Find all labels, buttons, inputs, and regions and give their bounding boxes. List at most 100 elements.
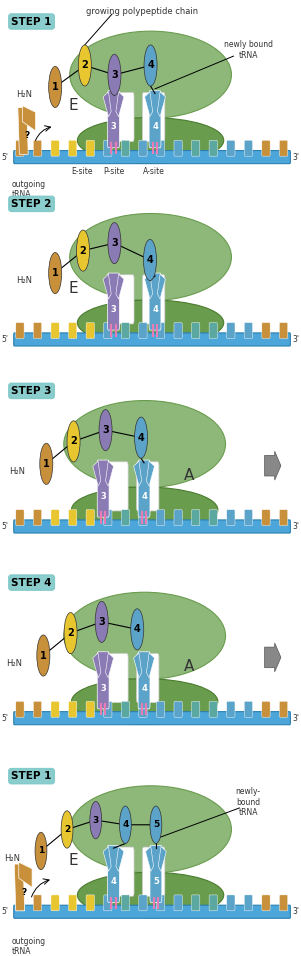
Text: growing polypeptide chain: growing polypeptide chain [85, 8, 198, 16]
FancyBboxPatch shape [108, 273, 119, 330]
FancyBboxPatch shape [191, 895, 200, 911]
Ellipse shape [70, 32, 231, 119]
FancyBboxPatch shape [174, 141, 182, 156]
Text: 3: 3 [102, 425, 109, 435]
Polygon shape [103, 274, 111, 299]
FancyBboxPatch shape [279, 895, 288, 911]
Ellipse shape [64, 401, 225, 488]
FancyBboxPatch shape [157, 322, 165, 338]
Text: 4: 4 [141, 684, 147, 692]
Text: 1: 1 [40, 650, 47, 661]
FancyBboxPatch shape [174, 510, 182, 526]
FancyBboxPatch shape [139, 895, 147, 911]
FancyBboxPatch shape [157, 895, 165, 911]
Text: 3: 3 [111, 305, 116, 314]
Text: 5': 5' [2, 714, 8, 723]
Text: 4: 4 [152, 305, 158, 314]
FancyBboxPatch shape [157, 510, 165, 526]
Text: E-site: E-site [72, 167, 93, 176]
Text: 5: 5 [153, 820, 159, 829]
FancyBboxPatch shape [112, 274, 134, 324]
Text: H₂N: H₂N [6, 659, 22, 667]
FancyBboxPatch shape [139, 702, 147, 717]
Polygon shape [134, 653, 142, 678]
Text: 4: 4 [138, 433, 144, 443]
FancyBboxPatch shape [209, 895, 217, 911]
Polygon shape [116, 846, 124, 871]
FancyBboxPatch shape [14, 711, 290, 725]
Polygon shape [106, 461, 113, 486]
FancyBboxPatch shape [209, 322, 217, 338]
FancyBboxPatch shape [191, 510, 200, 526]
FancyBboxPatch shape [262, 141, 270, 156]
Text: A-site: A-site [143, 167, 164, 176]
FancyBboxPatch shape [279, 141, 288, 156]
FancyBboxPatch shape [244, 141, 253, 156]
Ellipse shape [77, 300, 224, 345]
FancyBboxPatch shape [69, 510, 77, 526]
FancyBboxPatch shape [86, 895, 95, 911]
Circle shape [99, 409, 112, 450]
FancyBboxPatch shape [33, 895, 42, 911]
Text: 4: 4 [134, 624, 141, 635]
Polygon shape [106, 653, 113, 678]
FancyBboxPatch shape [139, 510, 147, 526]
FancyBboxPatch shape [14, 905, 290, 919]
FancyBboxPatch shape [33, 510, 42, 526]
Circle shape [67, 421, 80, 462]
FancyBboxPatch shape [104, 895, 112, 911]
FancyBboxPatch shape [104, 702, 112, 717]
FancyBboxPatch shape [104, 141, 112, 156]
Circle shape [61, 811, 73, 848]
FancyBboxPatch shape [86, 510, 95, 526]
FancyBboxPatch shape [262, 895, 270, 911]
FancyBboxPatch shape [137, 462, 159, 511]
Text: 5': 5' [2, 907, 8, 916]
FancyBboxPatch shape [104, 510, 112, 526]
Circle shape [95, 601, 108, 642]
FancyBboxPatch shape [157, 141, 165, 156]
Ellipse shape [71, 487, 218, 532]
FancyBboxPatch shape [149, 273, 161, 330]
Polygon shape [103, 92, 111, 117]
Text: A: A [184, 467, 194, 483]
Text: 3: 3 [100, 491, 106, 501]
Text: outgoing
tRNA: outgoing tRNA [11, 937, 45, 956]
FancyBboxPatch shape [16, 322, 24, 338]
Text: STEP 1: STEP 1 [11, 16, 52, 27]
FancyBboxPatch shape [244, 895, 253, 911]
Text: 4: 4 [147, 60, 154, 71]
FancyBboxPatch shape [69, 702, 77, 717]
FancyBboxPatch shape [191, 141, 200, 156]
Text: 3': 3' [293, 153, 300, 162]
Text: 5': 5' [2, 335, 8, 344]
Text: 1: 1 [38, 846, 44, 856]
Text: 3': 3' [293, 335, 300, 344]
FancyBboxPatch shape [227, 141, 235, 156]
Text: P-site: P-site [103, 167, 124, 176]
Text: 1: 1 [43, 459, 50, 468]
Text: newly-
bound
tRNA: newly- bound tRNA [236, 788, 261, 817]
Text: 3: 3 [98, 617, 105, 627]
FancyBboxPatch shape [279, 322, 288, 338]
Text: H₂N: H₂N [9, 467, 25, 476]
Text: 1: 1 [52, 82, 59, 92]
FancyBboxPatch shape [227, 510, 235, 526]
FancyBboxPatch shape [209, 510, 217, 526]
FancyBboxPatch shape [51, 510, 59, 526]
FancyBboxPatch shape [138, 460, 150, 517]
Polygon shape [145, 846, 154, 871]
Polygon shape [93, 653, 101, 678]
FancyArrow shape [265, 451, 281, 480]
FancyBboxPatch shape [227, 702, 235, 717]
Text: 3: 3 [111, 238, 118, 249]
FancyBboxPatch shape [279, 510, 288, 526]
Circle shape [76, 230, 90, 272]
Circle shape [144, 239, 157, 280]
Ellipse shape [70, 213, 231, 300]
Text: 4: 4 [110, 877, 116, 886]
Polygon shape [158, 846, 166, 871]
FancyBboxPatch shape [33, 322, 42, 338]
FancyBboxPatch shape [69, 322, 77, 338]
Text: 4: 4 [141, 491, 147, 501]
